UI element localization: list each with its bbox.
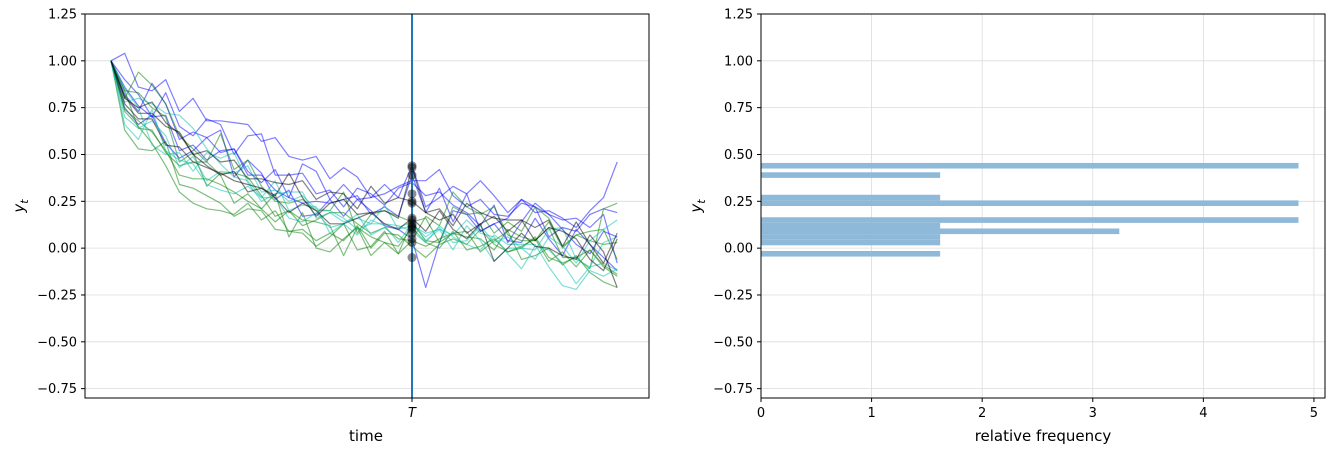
t-scatter-point [407, 253, 417, 263]
t-scatter-point [407, 189, 417, 199]
t-scatter-point [407, 238, 417, 248]
series-line [110, 60, 618, 260]
right-x-tick-label: 0 [757, 406, 765, 421]
histogram-bars [761, 162, 1299, 257]
right-x-tick-label: 4 [1199, 406, 1207, 421]
histogram-bar [761, 228, 1120, 235]
left-y-tick-label: 1.00 [48, 54, 77, 69]
t-scatter-point [407, 228, 417, 238]
histogram-bar [761, 162, 1299, 169]
series-line [110, 60, 618, 277]
series-line [110, 60, 618, 255]
right-y-ticks: −0.75 −0.50 −0.25 0.00 0.25 0.50 0.75 1.00 1.25 [713, 8, 761, 397]
right-x-tick-label: 1 [867, 406, 875, 421]
left-x-ticks: T [408, 398, 417, 421]
right-y-tick-label: 0.50 [724, 148, 753, 163]
left-y-ticks: −0.75 −0.50 −0.25 0.00 0.25 0.50 0.75 1.00 1.25 [37, 8, 85, 397]
t-scatter-point [407, 213, 417, 223]
left-y-tick-label: −0.50 [37, 335, 77, 350]
right-x-ticks: 0 1 2 3 4 5 [757, 398, 1318, 421]
right-y-tick-label: 0.25 [724, 195, 753, 210]
t-scatter-point [407, 221, 417, 231]
right-x-axis-label: relative frequency [975, 427, 1112, 445]
series-line [110, 60, 618, 288]
histogram-bar [761, 217, 1299, 223]
histogram-bar [761, 172, 941, 178]
series-line [110, 60, 618, 289]
histogram-bar [761, 200, 1299, 206]
right-y-tick-label: −0.50 [713, 335, 753, 350]
left-y-tick-label: 0.75 [48, 101, 77, 116]
left-y-tick-label: 0.25 [48, 195, 77, 210]
histogram-bar [761, 234, 941, 240]
left-gridlines [85, 13, 649, 390]
right-y-tick-label: 1.25 [724, 8, 753, 23]
left-series-lines [110, 52, 618, 290]
right-y-tick-label: −0.75 [713, 382, 753, 397]
t-scatter-point [407, 196, 417, 206]
histogram-bar [761, 250, 941, 257]
left-y-tick-label: 0.50 [48, 148, 77, 163]
series-line [110, 60, 618, 272]
histogram-bar [761, 239, 941, 246]
right-y-axis-label: yt [687, 199, 708, 214]
right-axes-frame [760, 13, 1326, 399]
t-scatter-point [407, 198, 417, 208]
right-x-tick-label: 2 [978, 406, 986, 421]
t-scatter-point [407, 234, 417, 244]
left-panel: −0.75−0.50−0.250.000.250.500.751.001.25 … [10, 8, 650, 445]
left-y-tick-label: −0.25 [37, 288, 77, 303]
series-line [110, 60, 618, 290]
left-x-tick-label: T [408, 406, 417, 421]
t-scatter-point [407, 161, 417, 171]
t-scatter-points [407, 161, 417, 263]
t-scatter-point [407, 223, 417, 233]
left-y-tick-label: 0.00 [48, 242, 77, 257]
series-line [110, 60, 618, 238]
left-axes-frame [84, 13, 650, 399]
series-line [110, 60, 618, 285]
right-panel: −0.75−0.50−0.250.000.250.500.751.001.25 … [687, 8, 1326, 445]
histogram-bar [761, 222, 941, 229]
right-y-tick-label: 1.00 [724, 54, 753, 69]
t-scatter-point [407, 215, 417, 225]
series-line [110, 60, 618, 264]
t-scatter-point [407, 163, 417, 173]
right-y-tick-label: 0.00 [724, 242, 753, 257]
left-y-axis-label: yt [10, 199, 31, 214]
right-y-tick-label: 0.75 [724, 101, 753, 116]
t-scatter-point [407, 170, 417, 180]
right-x-tick-label: 5 [1310, 406, 1318, 421]
right-x-tick-label: 3 [1089, 406, 1097, 421]
histogram-bar [761, 194, 941, 201]
left-x-axis-label: time [349, 427, 383, 445]
right-y-tick-label: −0.25 [713, 288, 753, 303]
left-y-tick-label: −0.75 [37, 382, 77, 397]
left-y-tick-label: 1.25 [48, 8, 77, 23]
t-scatter-point [407, 219, 417, 229]
t-scatter-point [407, 224, 417, 234]
